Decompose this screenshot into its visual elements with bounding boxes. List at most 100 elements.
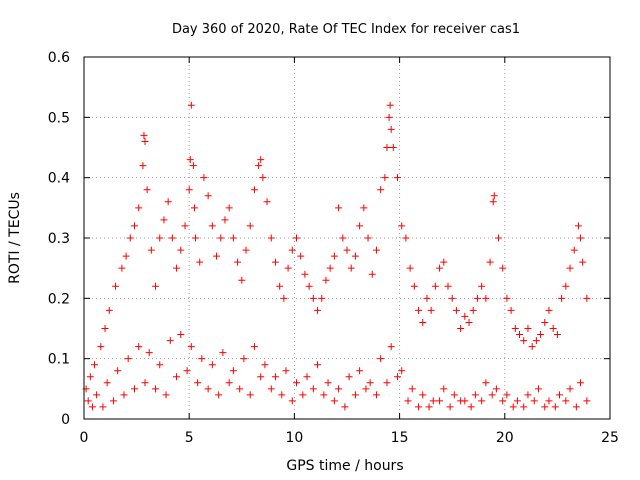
data-point — [99, 403, 107, 411]
data-point — [549, 325, 557, 332]
data-point — [282, 367, 290, 375]
data-point — [246, 391, 254, 399]
data-point — [156, 361, 164, 369]
data-point — [240, 355, 248, 363]
data-point — [187, 343, 195, 351]
data-point — [135, 343, 143, 351]
y-tick-label: 0.5 — [48, 110, 70, 126]
data-point — [301, 270, 309, 278]
data-point — [471, 391, 479, 399]
data-point — [215, 391, 223, 399]
data-point — [326, 264, 334, 272]
data-point — [488, 391, 496, 399]
data-point — [318, 294, 326, 302]
data-point — [130, 385, 138, 393]
data-point — [208, 222, 216, 230]
data-point — [309, 385, 317, 393]
data-point — [280, 294, 288, 302]
data-point — [490, 192, 498, 200]
data-point — [84, 397, 92, 405]
data-point — [156, 234, 164, 242]
data-point — [577, 234, 585, 242]
tick-marks — [83, 56, 611, 420]
data-point — [362, 385, 370, 393]
data-point — [204, 192, 212, 200]
data-point — [293, 379, 301, 387]
data-point — [324, 379, 332, 387]
data-point — [112, 282, 120, 290]
data-point — [520, 403, 528, 411]
data-point — [130, 222, 138, 230]
data-point — [278, 391, 286, 399]
data-point — [173, 264, 181, 272]
y-axis-label: ROTI / TECUs — [7, 192, 23, 284]
data-point — [143, 186, 151, 194]
data-point — [356, 367, 364, 375]
chart-title: Day 360 of 2020, Rate Of TEC Index for r… — [172, 22, 520, 37]
data-point — [492, 385, 500, 393]
data-point — [229, 234, 237, 242]
data-point — [478, 282, 486, 290]
data-point — [284, 264, 292, 272]
y-tick-label: 0.4 — [48, 171, 70, 187]
data-point — [204, 385, 212, 393]
data-point — [415, 306, 423, 314]
data-point — [404, 397, 412, 405]
data-point — [339, 234, 347, 242]
data-point — [288, 246, 296, 254]
data-point — [516, 331, 524, 339]
data-point — [461, 312, 469, 320]
x-axis-label: GPS time / hours — [286, 458, 403, 474]
data-point — [513, 397, 521, 405]
data-point — [383, 379, 391, 387]
data-point — [187, 101, 195, 109]
data-point — [246, 222, 254, 230]
data-point — [322, 276, 330, 284]
data-point — [343, 246, 351, 254]
data-point — [225, 379, 233, 387]
data-point — [208, 361, 216, 369]
data-point — [347, 264, 355, 272]
data-point — [541, 403, 549, 411]
data-point — [579, 258, 587, 266]
data-point — [436, 264, 444, 272]
data-point — [545, 397, 553, 405]
data-point — [267, 385, 275, 393]
y-tick-label: 0.1 — [48, 352, 70, 368]
data-point — [141, 379, 149, 387]
data-point — [577, 379, 585, 387]
data-point — [320, 391, 328, 399]
data-point — [386, 101, 394, 109]
data-point — [86, 373, 94, 381]
data-point — [345, 373, 353, 381]
data-point — [570, 246, 578, 254]
data-point — [101, 325, 109, 332]
data-point — [305, 282, 313, 290]
data-point — [393, 373, 401, 381]
data-point — [398, 222, 406, 230]
data-point — [366, 379, 374, 387]
data-point — [524, 391, 532, 399]
data-point — [450, 391, 458, 399]
data-point — [486, 258, 494, 266]
data-point — [473, 294, 481, 302]
data-point — [351, 252, 359, 260]
data-point — [520, 337, 528, 345]
x-tick-label: 10 — [285, 430, 303, 446]
data-point — [503, 391, 511, 399]
data-point — [457, 325, 465, 332]
y-tick-label: 0 — [61, 412, 70, 428]
data-point — [126, 234, 134, 242]
data-point — [494, 234, 502, 242]
data-point — [583, 294, 591, 302]
data-point — [402, 234, 410, 242]
data-point — [530, 397, 538, 405]
data-point — [257, 156, 265, 164]
data-point — [377, 186, 385, 194]
data-point — [335, 385, 343, 393]
data-point — [423, 294, 431, 302]
data-point — [120, 391, 128, 399]
data-point — [139, 162, 147, 170]
data-point — [467, 403, 475, 411]
